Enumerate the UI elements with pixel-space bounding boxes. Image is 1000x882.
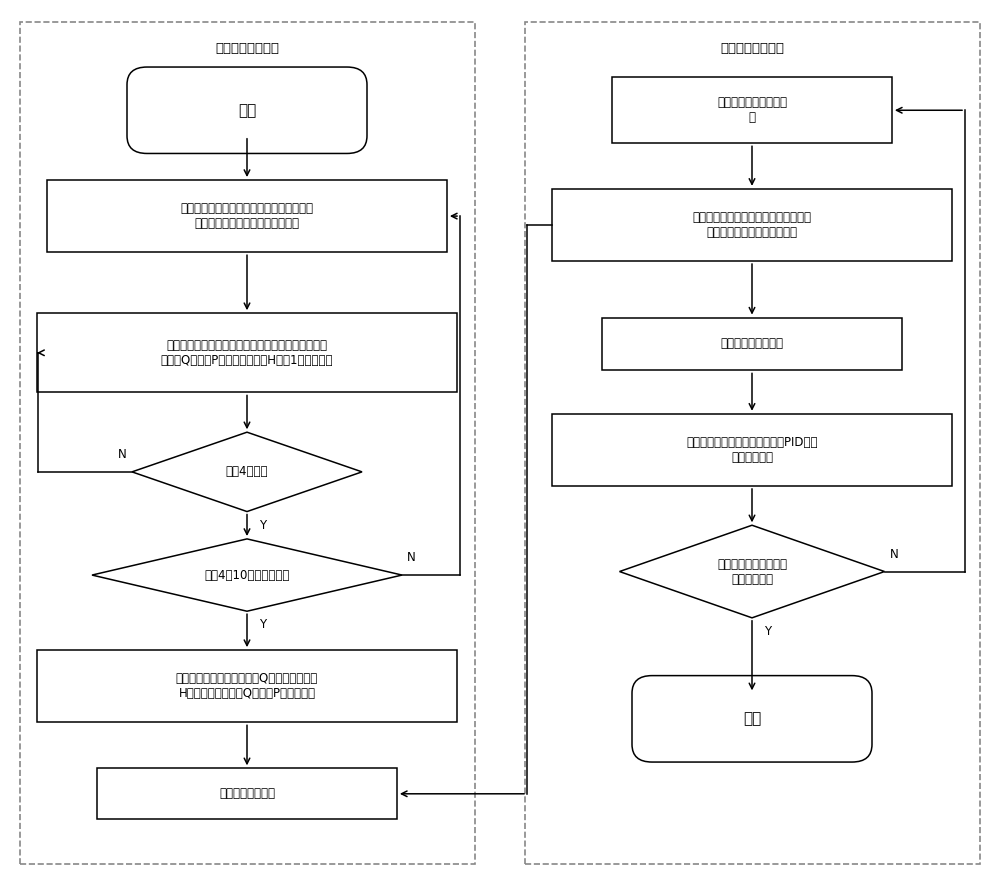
Bar <box>552 414 952 486</box>
FancyBboxPatch shape <box>127 67 367 153</box>
FancyBboxPatch shape <box>632 676 872 762</box>
Text: Y: Y <box>764 624 771 638</box>
Text: 调节阀门开度，等待水泵出口压力读数稳定，记录当
前流量Q、功率P和扬程（压力）H作为1组测定数据: 调节阀门开度，等待水泵出口压力读数稳定，记录当 前流量Q、功率P和扬程（压力）H… <box>161 339 333 367</box>
Text: 超过4组数据: 超过4组数据 <box>226 466 268 478</box>
Text: 计算出每个频率对应的流量Q和扬程（压力）
H曲线的系数、流量Q和功率P曲线的系数: 计算出每个频率对应的流量Q和扬程（压力） H曲线的系数、流量Q和功率P曲线的系数 <box>176 672 318 700</box>
Text: 计算反馈压力和流量: 计算反馈压力和流量 <box>720 338 784 350</box>
Text: 通过变频器获取水泵当前功率和频率，
根据频率获取对应的特性系数: 通过变频器获取水泵当前功率和频率， 根据频率获取对应的特性系数 <box>692 211 812 239</box>
Bar <box>525 22 980 864</box>
Text: Y: Y <box>259 618 266 632</box>
Text: 完成4到10个频率的测定: 完成4到10个频率的测定 <box>204 569 290 581</box>
Text: 整理成特性数据表: 整理成特性数据表 <box>219 788 275 800</box>
Polygon shape <box>92 539 402 611</box>
Text: 反馈压力达到期望压力
的误差范围内: 反馈压力达到期望压力 的误差范围内 <box>717 557 787 586</box>
Text: 设定期望压力，启动水
泵: 设定期望压力，启动水 泵 <box>717 96 787 124</box>
Bar <box>602 318 902 370</box>
Text: 水泵模型建立步骤: 水泵模型建立步骤 <box>215 42 279 55</box>
Text: 从水泵最小工作频率到额定工作频率中选取
一档频率，调节水泵运行至该频率: 从水泵最小工作频率到额定工作频率中选取 一档频率，调节水泵运行至该频率 <box>180 202 314 230</box>
Text: N: N <box>890 548 898 561</box>
Text: 比较反馈压力和期望压力，通过PID算法
调节输泵转速: 比较反馈压力和期望压力，通过PID算法 调节输泵转速 <box>686 436 818 464</box>
Text: Y: Y <box>259 519 266 532</box>
Polygon shape <box>132 432 362 512</box>
Bar <box>37 313 457 392</box>
Text: N: N <box>407 551 416 564</box>
Polygon shape <box>619 526 885 617</box>
Bar <box>37 650 457 722</box>
Bar <box>612 77 892 143</box>
Text: 开始: 开始 <box>238 102 256 118</box>
Bar <box>20 22 475 864</box>
Text: 结束: 结束 <box>743 711 761 727</box>
Text: 水泵恒压控制步骤: 水泵恒压控制步骤 <box>720 42 784 55</box>
Bar <box>47 180 447 252</box>
Bar <box>97 768 397 819</box>
Bar <box>552 189 952 261</box>
Text: N: N <box>118 448 127 461</box>
